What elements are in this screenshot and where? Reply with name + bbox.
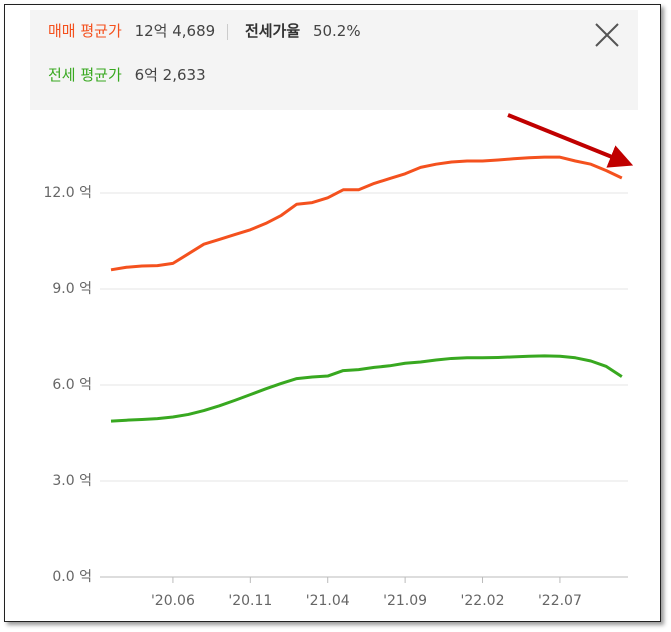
x-tick-label: '20.06 bbox=[151, 593, 195, 609]
ratio-value: 50.2% bbox=[312, 22, 361, 40]
summary-box: 매매 평균가 12억 4,689 전세가율 50.2% 전세 평균가 6억 2,… bbox=[30, 10, 638, 110]
x-tick-label: '22.07 bbox=[538, 593, 582, 609]
x-tick-label: '20.11 bbox=[228, 593, 272, 609]
x-tick-label: '21.04 bbox=[306, 593, 350, 609]
jeonse-row: 전세 평균가 6억 2,633 bbox=[48, 64, 214, 85]
ratio-label: 전세가율 bbox=[244, 22, 301, 40]
sale-row: 매매 평균가 12억 4,689 전세가율 50.2% bbox=[48, 20, 369, 41]
y-tick-label: 3.0 억 bbox=[52, 473, 92, 489]
panel: 매매 평균가 12억 4,689 전세가율 50.2% 전세 평균가 6억 2,… bbox=[4, 4, 661, 622]
y-tick-label: 9.0 억 bbox=[52, 281, 92, 297]
x-tick-label: '21.09 bbox=[383, 593, 427, 609]
series-line bbox=[110, 155, 623, 272]
close-button[interactable] bbox=[594, 22, 620, 48]
sale-value: 12억 4,689 bbox=[134, 22, 216, 40]
y-tick-label: 12.0 억 bbox=[43, 185, 92, 201]
legend-label: 전세 평균가 bbox=[48, 66, 122, 84]
y-tick-label: 6.0 억 bbox=[52, 377, 92, 393]
y-tick-label: 0.0 억 bbox=[52, 569, 92, 585]
jeonse-value: 6억 2,633 bbox=[134, 66, 206, 84]
series-line bbox=[110, 354, 623, 423]
legend-label: 매매 평균가 bbox=[48, 22, 122, 40]
x-tick-label: '22.02 bbox=[461, 593, 505, 609]
annotation-arrow bbox=[507, 113, 634, 168]
